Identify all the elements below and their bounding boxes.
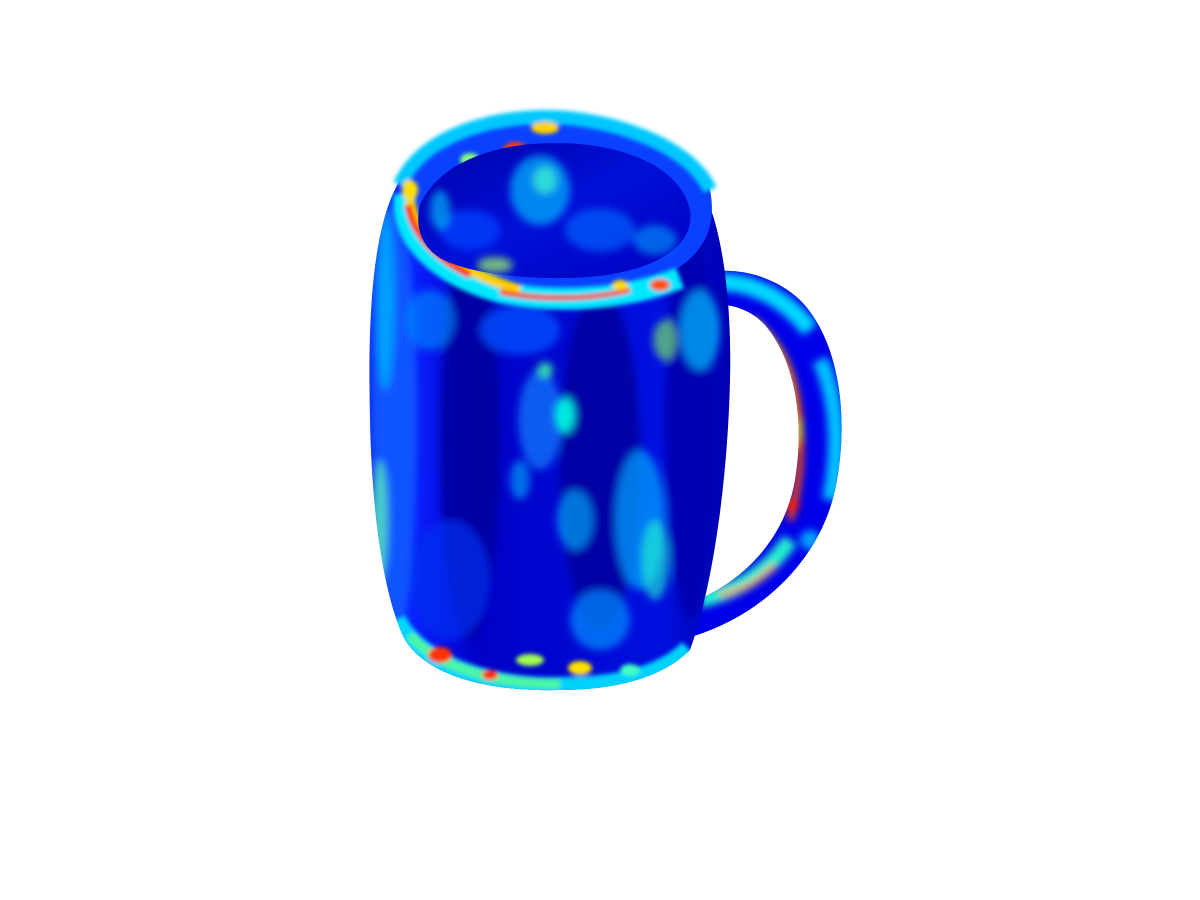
mug-rim [393,109,717,310]
mug-body-heat-texture [372,200,720,691]
